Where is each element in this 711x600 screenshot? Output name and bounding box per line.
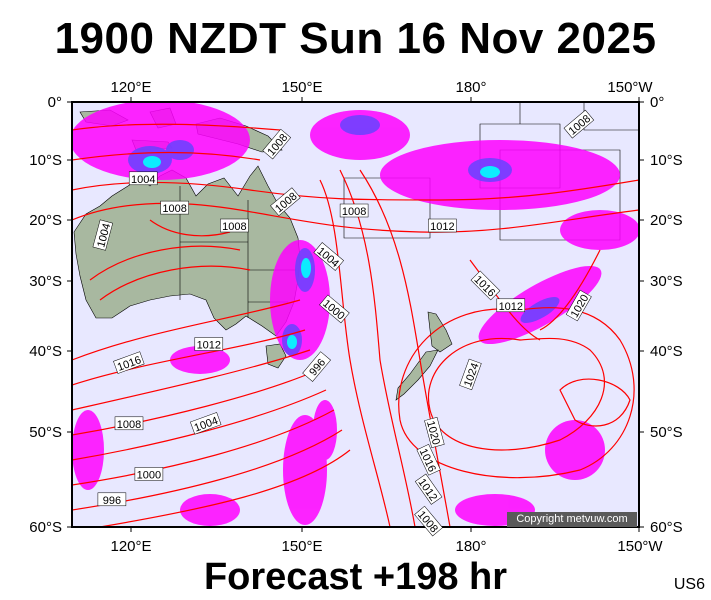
isobar-label-box [220, 218, 249, 233]
right-lat-label: 0° [650, 94, 664, 111]
right-lat-label: 40°S [650, 343, 683, 360]
isobar-label-box [194, 337, 224, 351]
left-lat-label: 30°S [29, 273, 62, 290]
isobar-label-text: 1012 [430, 221, 454, 233]
isobar-label-text: 996 [103, 495, 121, 507]
map-title: 1900 NZDT Sun 16 Nov 2025 [54, 14, 657, 63]
isobar-label: 996 [97, 492, 127, 507]
bottom-lon-label: 180° [455, 538, 486, 555]
isobar-label-text: 1012 [499, 301, 523, 313]
right-lat-label: 30°S [650, 273, 683, 290]
isobar-label: 1004 [128, 171, 158, 186]
top-lon-label: 180° [455, 79, 486, 96]
isobar-label-box [302, 351, 331, 382]
isobar-label-box [270, 187, 301, 217]
map-frame [71, 101, 640, 528]
isobar-label: 1008 [220, 218, 249, 233]
isobar-label-box [134, 467, 164, 481]
bottom-lon-label: 120°E [110, 538, 151, 555]
isobar-label-box [97, 492, 127, 507]
isobar-label-box [339, 203, 369, 218]
isobar-label-box [459, 358, 482, 391]
isobar-label-box [428, 218, 457, 233]
left-lat-label: 0° [48, 94, 62, 111]
isobar-label-text: 1000 [137, 470, 161, 482]
copyright-box [507, 512, 637, 527]
isobar-label-text: 1008 [342, 206, 366, 218]
left-lat-label: 50°S [29, 424, 62, 441]
isobar-label-box [414, 505, 443, 537]
left-lat-label: 20°S [29, 212, 62, 229]
isobar-label-box [424, 416, 445, 448]
bottom-lon-label: 150°W [617, 538, 663, 555]
right-lat-label: 60°S [650, 519, 683, 536]
forecast-label: Forecast +198 hr [203, 556, 508, 598]
precipitation-heavy [143, 156, 500, 349]
right-lat-label: 50°S [650, 424, 683, 441]
isobar-label-text: 1012 [197, 340, 221, 352]
new-zealand-north-island [427, 311, 453, 353]
isobar-label-box [160, 200, 189, 215]
isobar-label: 1008 [339, 203, 369, 218]
isobar-label-box [496, 298, 526, 313]
top-lon-label: 150°W [607, 79, 653, 96]
right-lat-label: 10°S [650, 152, 683, 169]
isobar-label-box [92, 219, 114, 251]
isobar-label-box [114, 416, 144, 431]
left-lat-label: 10°S [29, 152, 62, 169]
isobar-label: 1012 [496, 298, 526, 313]
top-lon-label: 150°E [281, 79, 322, 96]
isobar-label-box [470, 270, 501, 301]
isobar-label: 1012 [194, 337, 224, 352]
right-latitude-labels: 0° 10°S 20°S 30°S 40°S 50°S 60°S [650, 94, 683, 536]
axis-ticks [67, 97, 644, 532]
left-lat-label: 40°S [29, 343, 62, 360]
isobar-label-box [414, 473, 443, 505]
isobar-label: 1012 [428, 218, 457, 233]
isobar-label-box [565, 289, 592, 322]
isobar-label: 1000 [134, 467, 164, 482]
top-lon-label: 120°E [110, 79, 151, 96]
isobar-label-box [128, 171, 158, 186]
isobar-label: 1008 [160, 200, 189, 215]
isobar-label-box [319, 294, 350, 324]
isobar-label-box [262, 128, 292, 160]
copyright-notice: Copyright metvuw.com [516, 513, 628, 525]
right-lat-label: 20°S [650, 212, 683, 229]
isobar-lines [72, 123, 639, 527]
isobar-label-text: 1008 [222, 221, 246, 233]
region-code: US6 [673, 576, 705, 593]
bottom-longitude-labels: 120°E 150°E 180° 150°W [110, 538, 663, 555]
isobar-label-text: 1008 [117, 419, 141, 431]
new-zealand-south-island [395, 349, 439, 401]
isobar-label: 1008 [114, 416, 144, 431]
isobar-label-box [416, 444, 441, 476]
isobar-label-box [563, 109, 595, 139]
isobar-label-text: 1008 [162, 203, 186, 215]
isobar-label-box [313, 242, 344, 271]
left-lat-label: 60°S [29, 519, 62, 536]
bottom-lon-label: 150°E [281, 538, 322, 555]
isobar-label-box [113, 351, 145, 374]
isobar-label-box [190, 412, 222, 435]
left-latitude-labels: 0° 10°S 20°S 30°S 40°S 50°S 60°S [29, 94, 62, 536]
top-longitude-labels: 120°E 150°E 180° 150°W [110, 79, 653, 96]
isobar-label-text: 1004 [131, 174, 155, 186]
